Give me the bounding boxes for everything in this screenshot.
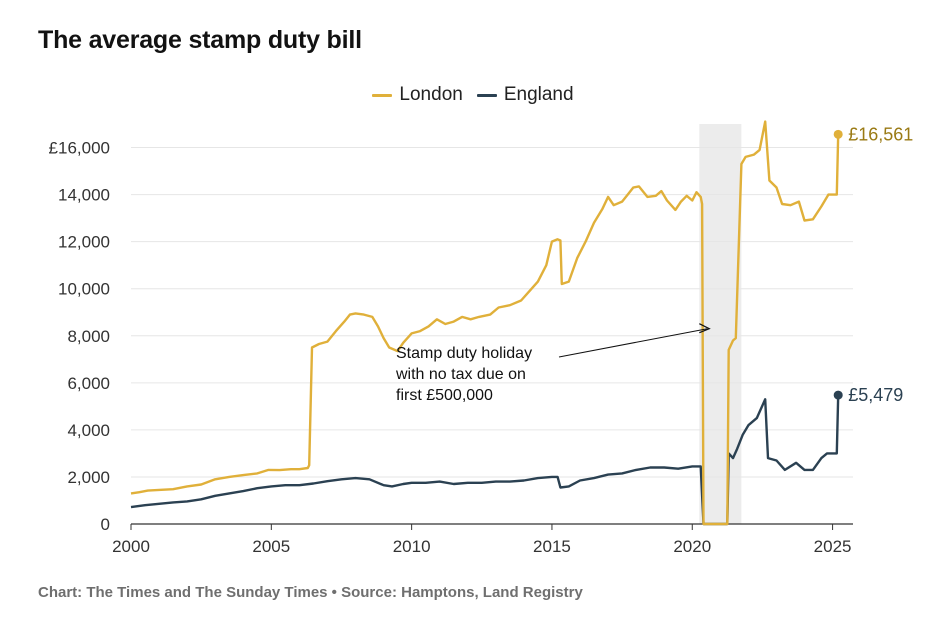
- x-tick-label: 2025: [814, 537, 852, 556]
- annotation-arrow-line: [558, 328, 708, 358]
- end-marker-england: [833, 390, 843, 400]
- annotation-text-line: with no tax due on: [395, 366, 526, 383]
- legend-label-england: England: [503, 84, 574, 105]
- legend-item-london: London: [372, 84, 463, 106]
- y-tick-label: 6,000: [67, 374, 110, 393]
- y-tick-label: 2,000: [67, 468, 110, 487]
- legend-label-london: London: [399, 84, 463, 105]
- x-tick-label: 2000: [112, 537, 150, 556]
- legend-swatch-england: [476, 93, 497, 97]
- chart-source-footer: Chart: The Times and The Sunday Times • …: [38, 584, 583, 601]
- legend-swatch-london: [372, 93, 393, 97]
- y-tick-label: £16,000: [49, 139, 110, 158]
- annotation-arrowhead: [699, 323, 711, 334]
- x-tick-label: 2005: [252, 537, 290, 556]
- end-value-label-england: £5,479: [848, 385, 903, 405]
- y-tick-label: 10,000: [58, 280, 110, 299]
- x-tick-label: 2015: [533, 537, 571, 556]
- legend: London England: [0, 84, 946, 106]
- end-marker-london: [833, 129, 843, 139]
- annotation-text-line: Stamp duty holiday: [396, 345, 532, 362]
- chart-title: The average stamp duty bill: [38, 26, 362, 54]
- annotation-text-line: first £500,000: [396, 387, 493, 404]
- y-tick-label: 8,000: [67, 327, 110, 346]
- y-tick-label: 12,000: [58, 233, 110, 252]
- series-line-london: [130, 120, 840, 526]
- end-value-label-london: £16,561: [848, 124, 913, 144]
- x-tick-label: 2010: [393, 537, 431, 556]
- series-line-england: [130, 395, 840, 526]
- x-tick-label: 2020: [673, 537, 711, 556]
- y-tick-label: 0: [101, 515, 110, 534]
- y-tick-label: 14,000: [58, 186, 110, 205]
- legend-item-england: England: [476, 84, 574, 106]
- y-tick-label: 4,000: [67, 421, 110, 440]
